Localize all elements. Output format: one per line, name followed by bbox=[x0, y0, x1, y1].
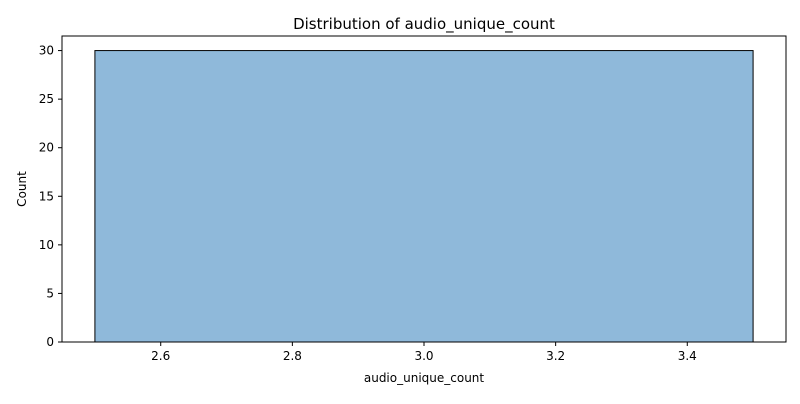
y-axis-label: Count bbox=[15, 171, 29, 207]
x-axis-ticks: 2.6 2.8 3.0 3.2 3.4 bbox=[151, 342, 697, 363]
plot-frame bbox=[61, 35, 787, 343]
y-tick-label: 5 bbox=[46, 286, 54, 300]
histogram-bar-0 bbox=[94, 50, 754, 343]
y-tick-label: 30 bbox=[39, 44, 54, 58]
y-tick-label: 10 bbox=[39, 238, 54, 252]
y-axis-ticks: 0 5 10 15 20 25 30 bbox=[39, 44, 62, 349]
chart-title: Distribution of audio_unique_count bbox=[293, 15, 555, 34]
bars-group bbox=[94, 50, 754, 343]
y-tick-label: 20 bbox=[39, 141, 54, 155]
x-tick-label: 2.6 bbox=[151, 349, 170, 363]
x-tick-label: 2.8 bbox=[283, 349, 302, 363]
x-tick-label: 3.0 bbox=[414, 349, 433, 363]
y-tick-label: 15 bbox=[39, 189, 54, 203]
y-tick-label: 0 bbox=[46, 335, 54, 349]
x-tick-label: 3.2 bbox=[546, 349, 565, 363]
x-axis-label: audio_unique_count bbox=[364, 371, 485, 385]
x-tick-label: 3.4 bbox=[678, 349, 697, 363]
y-tick-label: 25 bbox=[39, 92, 54, 106]
